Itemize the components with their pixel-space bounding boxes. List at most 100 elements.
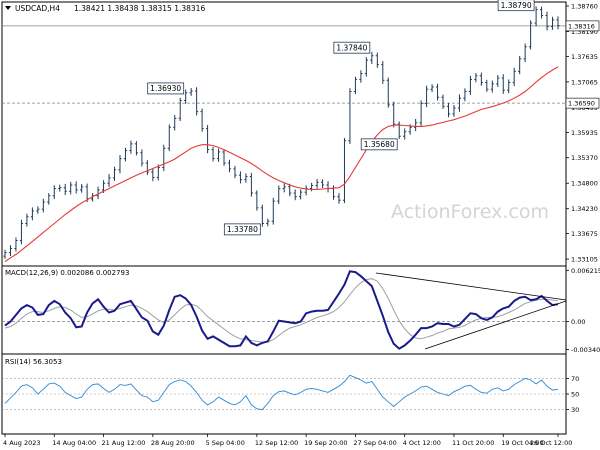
rsi-y-axis: 70 50 30 — [566, 375, 579, 414]
price-level-tag-label: 1.36590 — [568, 100, 595, 108]
dropdown-arrow-icon[interactable] — [5, 6, 11, 10]
price-bar — [435, 83, 440, 101]
time-axis-label: 5 Sep 04:00 — [206, 439, 245, 447]
price-bar — [80, 184, 84, 193]
price-bar — [441, 94, 445, 109]
annotation-label: 1.38790 — [501, 1, 532, 10]
price-bar — [69, 181, 73, 195]
price-y-tick-label: 1.33105 — [571, 256, 598, 264]
price-bar — [200, 108, 204, 132]
macd-panel: 0.006215 0.00 -0.003407 MACD(12,26,9) 0.00… — [1, 265, 600, 355]
time-axis-label: 26 Oct 12:00 — [530, 439, 572, 447]
price-bar — [299, 189, 303, 200]
price-bar — [545, 11, 549, 31]
price-level-tag: 1.36590 — [565, 97, 600, 109]
price-bar — [63, 183, 67, 196]
price-bar — [30, 207, 34, 221]
price-bars — [3, 6, 560, 259]
price-bar — [534, 6, 538, 27]
time-axis-label: 28 Aug 20:00 — [151, 439, 195, 447]
price-bar — [25, 213, 29, 227]
price-bar — [222, 149, 226, 166]
time-axis-label: 4 Aug 2023 — [3, 439, 41, 447]
time-axis-label: 19 Sep 20:00 — [304, 439, 347, 447]
price-annotation: 1.35680 — [360, 138, 398, 151]
price-bar — [156, 164, 160, 181]
price-bar — [118, 155, 122, 174]
time-axis: 4 Aug 2023 14 Aug 04:00 21 Aug 12:00 28 Aug… — [3, 434, 572, 447]
rsi-y-tick-label: 30 — [571, 406, 579, 414]
price-bar — [36, 206, 40, 214]
time-axis-label: 4 Oct 12:00 — [403, 439, 441, 447]
price-bar — [523, 43, 527, 63]
price-bar — [342, 137, 347, 204]
rsi-line — [4, 374, 559, 411]
macd-y-tick-label: 0.00 — [571, 318, 585, 326]
price-bar — [244, 173, 248, 183]
price-bar — [134, 141, 139, 156]
price-bar — [52, 185, 56, 200]
price-bar — [205, 125, 210, 154]
price-bar — [41, 198, 45, 213]
price-bar — [490, 80, 494, 93]
price-bar — [501, 74, 505, 94]
macd-line — [4, 270, 559, 350]
price-bar — [271, 197, 275, 225]
price-bar — [216, 148, 221, 162]
price-bar — [424, 85, 429, 108]
price-bar — [238, 171, 243, 184]
price-bar — [195, 87, 199, 116]
price-bar — [392, 101, 396, 128]
price-annotation: 1.37840 — [333, 41, 371, 54]
price-y-axis: 1.387601.381901.376351.370651.364951.359… — [565, 3, 600, 264]
price-bar — [430, 84, 434, 93]
price-bar — [550, 16, 555, 30]
price-bar — [107, 174, 111, 188]
price-bar — [320, 179, 325, 189]
price-bar — [381, 61, 385, 84]
macd-signal-line — [4, 278, 559, 343]
price-annotation: 1.33780 — [223, 223, 261, 236]
moving-average-line — [4, 66, 559, 262]
annotation-label: 1.36930 — [150, 84, 181, 93]
symbol-label: USDCAD,H4 — [15, 4, 60, 13]
price-y-tick-label: 1.34800 — [571, 180, 598, 188]
price-bar — [167, 124, 171, 152]
price-bar — [419, 100, 423, 126]
price-bar — [19, 219, 24, 245]
price-y-tick-label: 1.38190 — [571, 28, 598, 36]
price-bar — [463, 88, 467, 102]
price-bar — [112, 166, 117, 181]
price-bar — [145, 160, 149, 176]
chart-header: USDCAD,H4 1.38421 1.38438 1.38315 1.3831… — [5, 4, 205, 13]
time-axis-label: 11 Oct 20:00 — [452, 439, 494, 447]
price-bar — [452, 105, 456, 117]
price-bar — [233, 165, 237, 179]
rsi-y-tick-label: 50 — [571, 391, 579, 399]
price-bar — [512, 67, 516, 87]
price-bar — [414, 119, 418, 132]
price-bar — [457, 94, 462, 112]
price-bar — [8, 245, 13, 256]
macd-y-tick-label: -0.003407 — [571, 346, 600, 354]
price-bar — [468, 75, 472, 96]
price-bar — [58, 184, 62, 192]
price-y-tick-label: 1.35370 — [571, 154, 598, 162]
price-panel-frame — [1, 1, 567, 267]
price-annotations: 1.38790 1.37840 1.36930 1.35680 1.33780 — [147, 0, 535, 236]
price-y-tick-label: 1.37065 — [571, 78, 598, 86]
macd-upper-trendline — [375, 272, 567, 301]
price-bar — [474, 73, 478, 83]
price-bar — [485, 79, 489, 92]
price-bar — [337, 193, 341, 204]
price-bar — [211, 146, 215, 162]
price-bar — [539, 6, 544, 19]
price-bar — [129, 140, 133, 154]
price-bar — [326, 181, 330, 193]
price-bar — [123, 147, 128, 162]
price-bar — [184, 89, 188, 104]
macd-triangle-pattern — [375, 272, 567, 350]
price-bar — [266, 218, 270, 227]
price-bar — [3, 249, 7, 259]
price-bar — [162, 144, 166, 172]
